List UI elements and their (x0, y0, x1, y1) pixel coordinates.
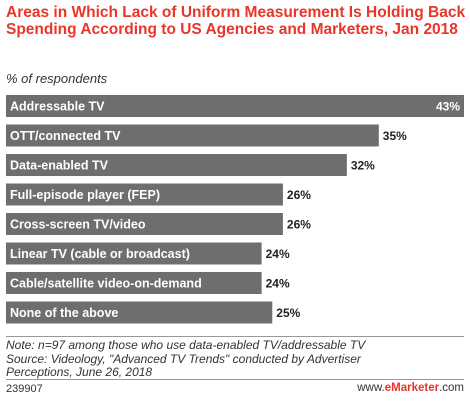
note-text: Note: n=97 among those who use data-enab… (6, 338, 366, 352)
category-label-1: Addressable TV (10, 100, 105, 114)
bar-6 (6, 242, 262, 265)
category-label-3: Data-enabled TV (10, 159, 109, 173)
category-label-8: None of the above (10, 306, 118, 320)
value-label-8: 25% (276, 306, 300, 320)
source-text: Source: Videology, "Advanced TV Trends" … (6, 351, 361, 366)
value-label-2: 35% (383, 129, 407, 143)
value-label-6: 24% (266, 247, 290, 261)
bar-7 (6, 272, 262, 294)
category-label-4: Full-episode player (FEP) (10, 188, 160, 202)
value-label-7: 24% (266, 277, 290, 291)
value-label-1: 43% (436, 100, 460, 114)
value-label-5: 26% (287, 218, 311, 232)
value-label-4: 26% (287, 188, 311, 202)
category-label-7: Cable/satellite video-on-demand (10, 277, 202, 291)
brand-logo: www.eMarketer.com (357, 382, 464, 394)
chart-title: Areas in Which Lack of Uniform Measureme… (6, 4, 466, 38)
brand-prefix: www. (357, 382, 385, 394)
value-label-3: 32% (351, 159, 375, 173)
chart-notes: Note: n=97 among those who use data-enab… (6, 338, 466, 380)
bar-5 (6, 213, 283, 235)
category-label-6: Linear TV (cable or broadcast) (10, 247, 190, 261)
bar-3 (6, 154, 347, 176)
bar-1 (6, 95, 464, 117)
chart-subtitle: % of respondents (6, 71, 108, 86)
bar-2 (6, 124, 379, 147)
brand-suffix: .com (439, 382, 464, 394)
bar-chart: Addressable TV 43% OTT/connected TV 35% Data… (6, 95, 464, 324)
bar-4 (6, 183, 283, 206)
divider (6, 379, 464, 380)
bar-8 (6, 301, 273, 324)
category-label-5: Cross-screen TV/video (10, 218, 146, 232)
chart-id: 239907 (6, 383, 43, 395)
brand-name: eMarketer (384, 382, 440, 394)
category-label-2: OTT/connected TV (10, 129, 121, 143)
divider (6, 336, 464, 337)
source-text-continued: Perceptions, June 26, 2018 (6, 365, 153, 379)
